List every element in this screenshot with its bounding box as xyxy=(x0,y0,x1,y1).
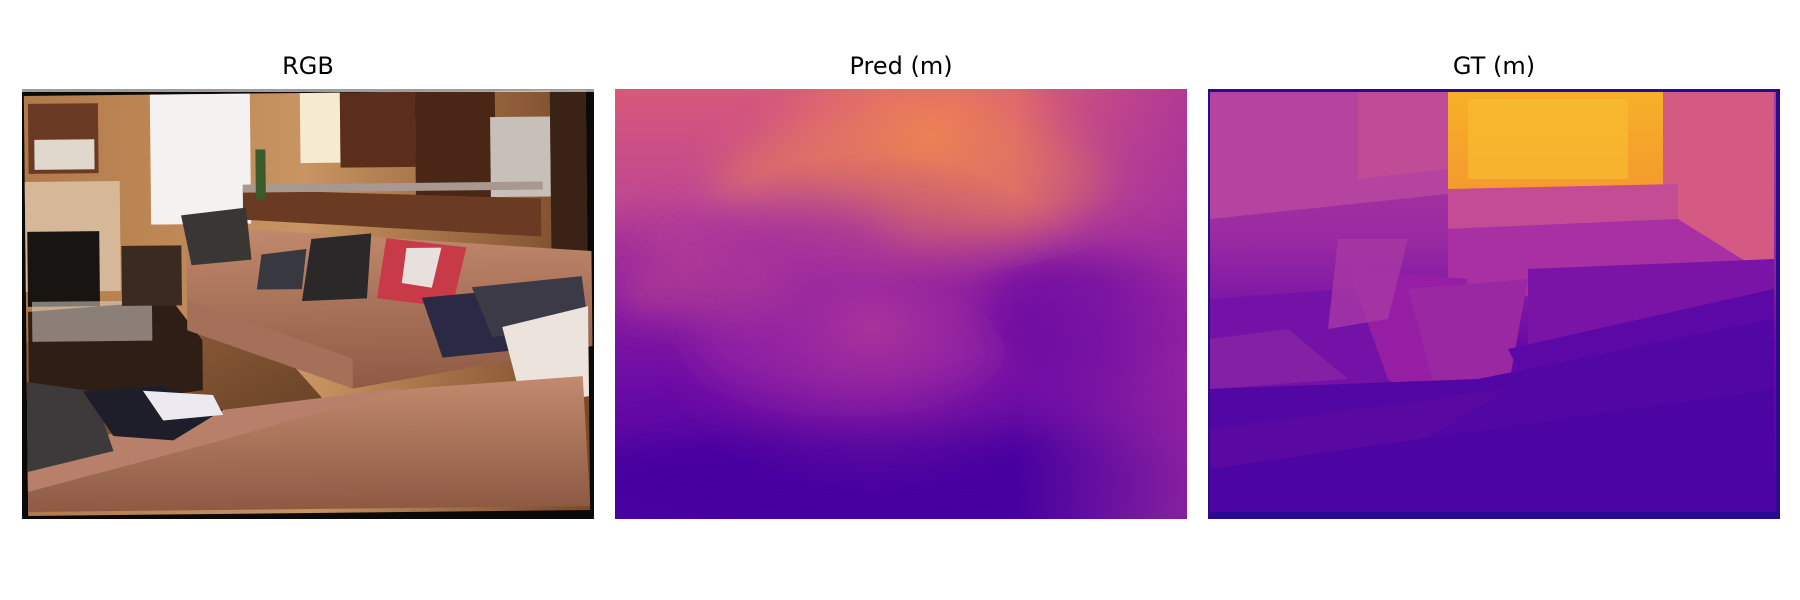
gt-title: GT (m) xyxy=(1452,52,1536,80)
gt-heatmap xyxy=(1208,89,1780,519)
gt-panel: GT (m) xyxy=(1208,49,1780,519)
rgb-scene xyxy=(22,89,594,519)
pred-heatmap xyxy=(615,89,1187,519)
rgb-title: RGB xyxy=(282,52,334,80)
rgb-panel: RGB xyxy=(22,49,594,519)
gt-depth-map xyxy=(1208,89,1780,519)
pred-panel: Pred (m) xyxy=(615,49,1187,519)
pred-depth-map xyxy=(615,89,1187,519)
pred-title: Pred (m) xyxy=(849,52,953,80)
rgb-image xyxy=(22,89,594,519)
